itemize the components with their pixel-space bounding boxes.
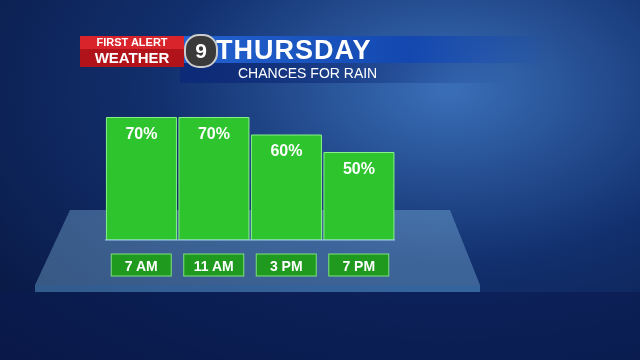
svg-text:50%: 50% bbox=[343, 160, 375, 177]
svg-text:7 AM: 7 AM bbox=[125, 258, 158, 274]
html-text:CHANCES FOR RAIN: CHANCES FOR RAIN bbox=[238, 65, 378, 81]
html-text:THURSDAY: THURSDAY bbox=[216, 35, 372, 65]
html-text:9: 9 bbox=[195, 39, 207, 62]
svg-text:70%: 70% bbox=[198, 125, 230, 142]
svg-text:3 PM: 3 PM bbox=[270, 258, 303, 274]
html-text:FIRST ALERT: FIRST ALERT bbox=[96, 36, 168, 48]
svg-text:11 AM: 11 AM bbox=[194, 258, 234, 274]
svg-text:7 PM: 7 PM bbox=[342, 258, 375, 274]
svg-text:70%: 70% bbox=[125, 125, 157, 142]
html-text:WEATHER: WEATHER bbox=[94, 49, 170, 66]
svg-text:60%: 60% bbox=[270, 142, 302, 159]
